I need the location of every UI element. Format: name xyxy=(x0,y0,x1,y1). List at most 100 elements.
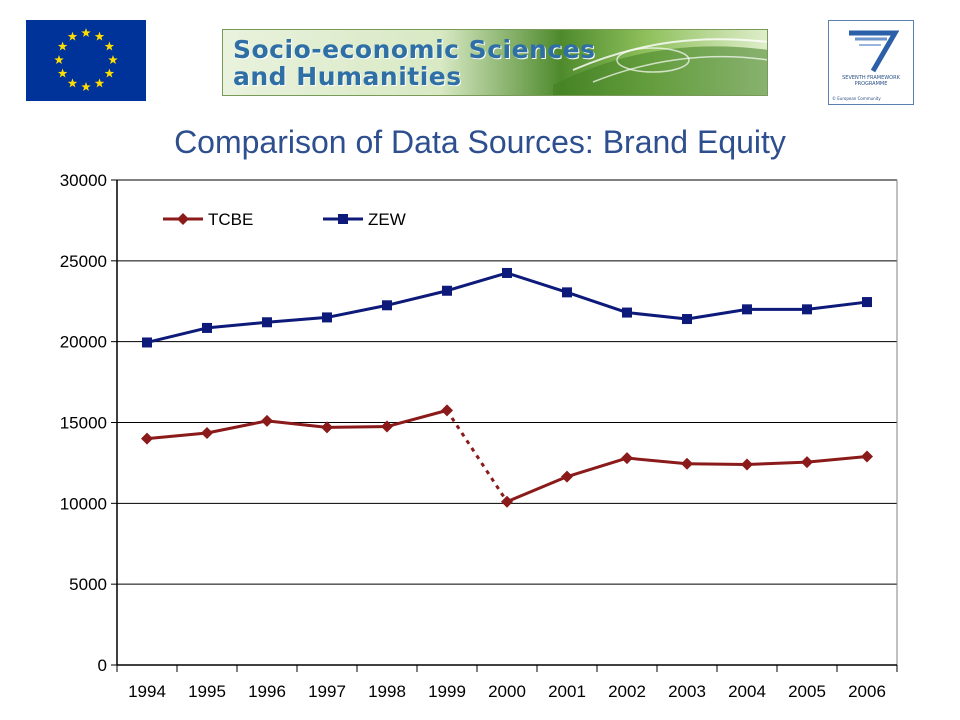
star-icon xyxy=(67,78,78,88)
series-tcbe-segment xyxy=(806,454,868,464)
series-tcbe-segment xyxy=(506,475,568,504)
star-icon xyxy=(67,31,78,41)
y-tick-label: 10000 xyxy=(60,494,107,513)
series-zew-segment xyxy=(806,300,868,311)
series-tcbe-segment xyxy=(206,419,268,435)
series-tcbe-point xyxy=(201,427,213,440)
legend-tcbe-marker xyxy=(177,213,189,225)
series-tcbe-point xyxy=(561,470,573,483)
series-zew-point xyxy=(262,317,272,328)
series-tcbe-segment xyxy=(326,425,388,429)
series-zew-segment xyxy=(386,289,448,307)
legend-zew-marker xyxy=(338,214,348,224)
series-zew xyxy=(142,267,872,348)
x-tick-label: 2003 xyxy=(668,682,706,701)
series-zew-segment xyxy=(206,320,268,330)
series-tcbe-point xyxy=(501,495,513,508)
series-tcbe-segment xyxy=(566,456,628,479)
star-icon xyxy=(81,82,91,92)
legend-tcbe-label: TCBE xyxy=(208,210,253,229)
eu-flag-icon xyxy=(54,28,118,92)
series-tcbe-point xyxy=(441,404,453,417)
series-zew-segment xyxy=(266,315,328,324)
star-icon xyxy=(94,31,105,41)
series-zew-point xyxy=(682,314,692,325)
series-tcbe-segment xyxy=(386,408,448,428)
y-tick-label: 25000 xyxy=(60,252,107,271)
series-tcbe-point xyxy=(381,420,393,433)
star-icon xyxy=(57,68,68,78)
series-tcbe-point xyxy=(801,456,813,469)
x-tick-label: 2006 xyxy=(848,682,886,701)
x-tick-label: 2002 xyxy=(608,682,646,701)
y-tick-label: 5000 xyxy=(69,575,107,594)
banner-title: Socio-economic Sciences and Humanities xyxy=(233,36,596,90)
series-zew-point xyxy=(862,297,872,308)
y-tick-label: 15000 xyxy=(60,414,107,433)
fp7-caption-line-1: SEVENTH FRAMEWORK xyxy=(842,75,900,81)
series-tcbe-segment xyxy=(686,462,748,467)
series-tcbe-point xyxy=(141,432,153,445)
series-zew-point xyxy=(502,267,512,278)
chart-title: Comparison of Data Sources: Brand Equity xyxy=(174,124,786,160)
star-icon xyxy=(94,78,105,88)
series-tcbe xyxy=(141,404,873,508)
series-tcbe-point xyxy=(321,421,333,434)
series-zew-point xyxy=(142,337,152,348)
x-tick-label: 1994 xyxy=(128,682,166,701)
fp7-copyright: © European Community xyxy=(832,96,881,101)
series-zew-segment xyxy=(326,303,388,319)
series-tcbe-point xyxy=(681,457,693,470)
x-tick-label: 1995 xyxy=(188,682,226,701)
banner-line-2: and Humanities xyxy=(233,62,462,91)
star-icon xyxy=(81,28,91,38)
x-tick-label: 1999 xyxy=(428,682,466,701)
series-zew-point xyxy=(382,300,392,311)
swoosh-icon xyxy=(553,38,767,95)
star-icon xyxy=(57,41,68,51)
x-tick-label: 2000 xyxy=(488,682,526,701)
series-tcbe-point xyxy=(741,458,753,471)
series-zew-segment xyxy=(146,326,208,344)
series-tcbe-segment xyxy=(146,431,208,441)
series-tcbe-segment xyxy=(266,419,328,429)
star-icon xyxy=(108,55,118,65)
x-tick-label: 1997 xyxy=(308,682,346,701)
series-zew-segment xyxy=(506,271,568,294)
x-tick-label: 1996 xyxy=(248,682,286,701)
series-zew-point xyxy=(742,304,752,315)
series-tcbe-segment xyxy=(746,460,808,467)
x-tick-label: 1998 xyxy=(368,682,406,701)
star-icon xyxy=(104,41,115,51)
eu-flag-logo xyxy=(26,20,146,101)
legend: TCBE ZEW xyxy=(163,210,406,229)
y-tick-label: 20000 xyxy=(60,333,107,352)
series-zew-point xyxy=(202,322,212,333)
star-icon xyxy=(104,68,115,78)
series-zew-segment xyxy=(626,311,688,321)
series-tcbe-point xyxy=(621,452,633,465)
star-icon xyxy=(54,55,64,65)
series-zew-point xyxy=(802,304,812,315)
x-tick-label: 2004 xyxy=(728,682,766,701)
ssh-banner-logo: Socio-economic Sciences and Humanities xyxy=(222,29,768,96)
y-tick-label: 30000 xyxy=(60,171,107,190)
x-tick-label: 2005 xyxy=(788,682,826,701)
series-zew-point xyxy=(562,287,572,298)
x-tick-label: 2001 xyxy=(548,682,586,701)
fp7-caption: SEVENTH FRAMEWORK PROGRAMME xyxy=(829,75,913,87)
series-zew-point xyxy=(622,307,632,318)
fp7-caption-line-2: PROGRAMME xyxy=(854,81,888,87)
series-zew-segment xyxy=(446,271,508,293)
series-tcbe-segment xyxy=(626,456,688,466)
fp7-logo-icon xyxy=(849,30,900,73)
series-zew-segment xyxy=(566,290,628,314)
series-zew-point xyxy=(442,285,452,296)
series-tcbe-point xyxy=(861,450,873,463)
series-tcbe-point xyxy=(261,414,273,427)
fp7-logo: SEVENTH FRAMEWORK PROGRAMME © European C… xyxy=(828,20,914,105)
y-tick-label: 0 xyxy=(98,656,107,675)
banner-line-1: Socio-economic Sciences xyxy=(233,35,596,64)
legend-zew-label: ZEW xyxy=(368,210,406,229)
